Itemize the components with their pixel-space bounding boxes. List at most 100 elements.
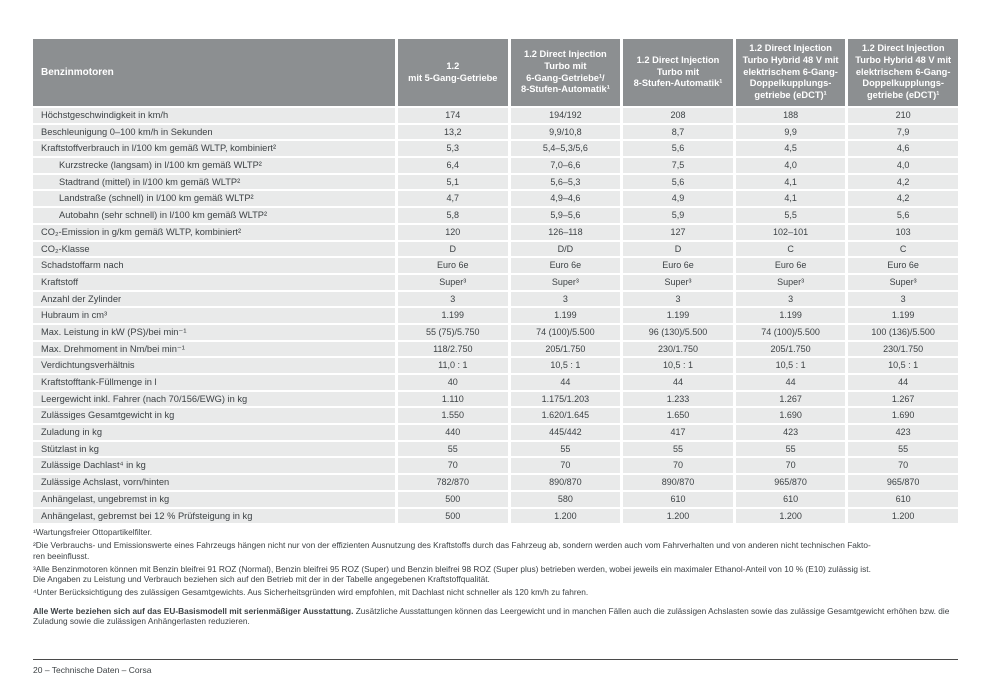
cell-value: 1.110 [398, 391, 508, 407]
cell-value: 9,9 [735, 124, 846, 140]
footnote: ⁴Unter Berücksichtigung des zulässigen G… [33, 587, 589, 597]
table-row: Hubraum in cm³ 1.199 1.199 1.199 1.199 1.199 [33, 308, 958, 323]
cell-value: 1.550 [398, 408, 508, 424]
cell-value: 1.199 [510, 308, 621, 323]
cell-value: 126–118 [510, 224, 621, 240]
row-label: Anhängelast, ungebremst in kg [33, 491, 395, 507]
cell-value: 70 [510, 458, 621, 474]
footnote: ³Alle Benzinmotoren können mit Benzin bl… [33, 563, 871, 585]
cell-value: 100 (136)/5.500 [848, 324, 958, 340]
cell-value: 70 [848, 458, 958, 474]
table-row: Zulässiges Gesamtgewicht in kg 1.550 1.620… [33, 408, 958, 424]
engine-column-header: 1.2 Direct Injection Turbo mit 6-Gang-Ge… [510, 39, 621, 106]
cell-value: 127 [623, 224, 733, 240]
cell-value: 1.199 [848, 308, 958, 323]
cell-value: 5,4–5,3/5,6 [510, 141, 621, 157]
cell-value: 1.267 [735, 391, 846, 407]
table-row: Autobahn (sehr schnell) in l/100 km gemä… [33, 208, 958, 223]
row-label: Anzahl der Zylinder [33, 291, 395, 307]
table-row: CO₂-Klasse D D/D D C C [33, 241, 958, 257]
cell-value: 194/192 [510, 108, 621, 123]
cell-value: 5,6 [623, 141, 733, 157]
row-label: Kraftstofftank-Füllmenge in l [33, 375, 395, 390]
table-row: Kraftstoffverbrauch in l/100 km gemäß WL… [33, 141, 958, 157]
row-label: Hubraum in cm³ [33, 308, 395, 323]
table-row: Beschleunigung 0–100 km/h in Sekunden 13,… [33, 124, 958, 140]
cell-value: 610 [623, 491, 733, 507]
cell-value: 118/2.750 [398, 341, 508, 357]
row-label: Kurzstrecke (langsam) in l/100 km gemäß … [33, 158, 395, 173]
cell-value: 74 (100)/5.500 [510, 324, 621, 340]
row-label: Autobahn (sehr schnell) in l/100 km gemä… [33, 208, 395, 223]
cell-value: 120 [398, 224, 508, 240]
cell-value: 4,6 [848, 141, 958, 157]
cell-value: 13,2 [398, 124, 508, 140]
table-row: Schadstoffarm nach Euro 6e Euro 6e Euro 6e E… [33, 258, 958, 273]
table-row: Leergewicht inkl. Fahrer (nach 70/156/EW… [33, 391, 958, 407]
general-note: Alle Werte beziehen sich auf das EU-Basi… [33, 606, 958, 627]
cell-value: 10,5 : 1 [735, 358, 846, 373]
cell-value: 440 [398, 425, 508, 440]
table-corner-label: Benzinmotoren [33, 39, 395, 106]
table-row: Landstraße (schnell) in l/100 km gemäß W… [33, 191, 958, 207]
cell-value: 8,7 [623, 124, 733, 140]
cell-value: 4,0 [848, 158, 958, 173]
row-label: Kraftstoffverbrauch in l/100 km gemäß WL… [33, 141, 395, 157]
cell-value: 70 [623, 458, 733, 474]
cell-value: 55 [510, 441, 621, 457]
cell-value: Euro 6e [735, 258, 846, 273]
cell-value: 610 [848, 491, 958, 507]
row-label: Höchstgeschwindigkeit in km/h [33, 108, 395, 123]
row-label: Stadtrand (mittel) in l/100 km gemäß WLT… [33, 174, 395, 190]
table-row: Zuladung in kg 440 445/442 417 423 423 [33, 425, 958, 440]
cell-value: 208 [623, 108, 733, 123]
row-label: Verdichtungsverhältnis [33, 358, 395, 373]
row-label: Max. Drehmoment in Nm/bei min⁻¹ [33, 341, 395, 357]
table-row: Kurzstrecke (langsam) in l/100 km gemäß … [33, 158, 958, 173]
cell-value: 11,0 : 1 [398, 358, 508, 373]
cell-value: 4,2 [848, 174, 958, 190]
cell-value: 55 (75)/5.750 [398, 324, 508, 340]
cell-value: 3 [735, 291, 846, 307]
cell-value: 580 [510, 491, 621, 507]
cell-value: D/D [510, 241, 621, 257]
cell-value: 1.200 [848, 508, 958, 524]
cell-value: 205/1.750 [735, 341, 846, 357]
cell-value: 1.199 [623, 308, 733, 323]
cell-value: 9,9/10,8 [510, 124, 621, 140]
cell-value: 423 [848, 425, 958, 440]
cell-value: 10,5 : 1 [510, 358, 621, 373]
footnotes-block: ¹Wartungsfreier Ottopartikelfilter. ²Die … [33, 527, 958, 627]
cell-value: 4,1 [735, 191, 846, 207]
cell-value: 4,7 [398, 191, 508, 207]
cell-value: 5,9–5,6 [510, 208, 621, 223]
row-label: CO₂-Klasse [33, 241, 395, 257]
cell-value: 44 [848, 375, 958, 390]
cell-value: Euro 6e [848, 258, 958, 273]
cell-value: 5,8 [398, 208, 508, 223]
cell-value: 7,5 [623, 158, 733, 173]
cell-value: 445/442 [510, 425, 621, 440]
cell-value: 44 [623, 375, 733, 390]
cell-value: 5,1 [398, 174, 508, 190]
cell-value: 3 [398, 291, 508, 307]
cell-value: 890/870 [623, 475, 733, 490]
table-body: Höchstgeschwindigkeit in km/h 174 194/192 2… [33, 108, 958, 524]
cell-value: 5,5 [735, 208, 846, 223]
table-row: Anhängelast, ungebremst in kg 500 580 610 61… [33, 491, 958, 507]
cell-value: 1.267 [848, 391, 958, 407]
table-row: Max. Leistung in kW (PS)/bei min⁻¹ 55 (75… [33, 324, 958, 340]
cell-value: D [623, 241, 733, 257]
cell-value: Super³ [735, 274, 846, 290]
cell-value: 74 (100)/5.500 [735, 324, 846, 340]
cell-value: 4,9 [623, 191, 733, 207]
cell-value: D [398, 241, 508, 257]
cell-value: 1.233 [623, 391, 733, 407]
cell-value: 1.690 [735, 408, 846, 424]
cell-value: Euro 6e [398, 258, 508, 273]
row-label: Zulässiges Gesamtgewicht in kg [33, 408, 395, 424]
table-row: Kraftstoff Super³ Super³ Super³ Super³ Super³ [33, 274, 958, 290]
cell-value: 4,9–4,6 [510, 191, 621, 207]
cell-value: 423 [735, 425, 846, 440]
